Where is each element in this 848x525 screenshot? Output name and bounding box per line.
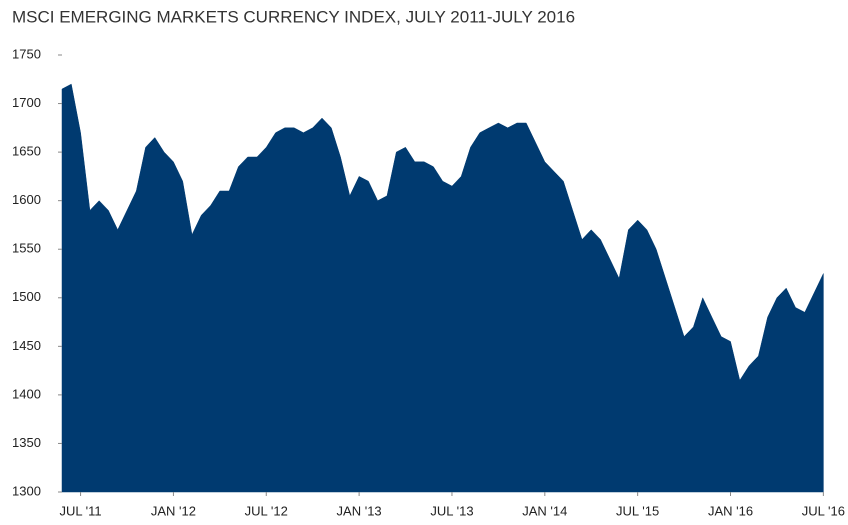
x-tick-label: JUL '13 bbox=[430, 503, 473, 518]
area bbox=[61, 83, 824, 493]
x-tick-label: JAN '13 bbox=[337, 503, 382, 518]
y-tick-label: 1400 bbox=[12, 386, 41, 401]
y-tick-label: 1650 bbox=[12, 144, 41, 159]
x-tick-label: JUL '16 bbox=[802, 503, 845, 518]
x-tick-label: JUL '11 bbox=[59, 503, 101, 518]
y-tick-label: 1750 bbox=[12, 46, 41, 61]
x-tick-label: JAN '16 bbox=[708, 503, 753, 518]
x-tick-label: JUL '12 bbox=[245, 503, 288, 518]
y-tick-label: 1700 bbox=[12, 95, 41, 110]
x-tick-label: JAN '12 bbox=[151, 503, 196, 518]
x-tick-label: JAN '14 bbox=[522, 503, 567, 518]
y-tick-label: 1550 bbox=[12, 241, 41, 256]
chart-title: MSCI EMERGING MARKETS CURRENCY INDEX, JU… bbox=[12, 7, 575, 26]
y-tick-label: 1500 bbox=[12, 289, 41, 304]
y-tick-label: 1300 bbox=[12, 483, 41, 498]
y-tick-label: 1350 bbox=[12, 435, 41, 450]
y-tick-label: 1450 bbox=[12, 338, 41, 353]
x-tick-label: JUL '15 bbox=[616, 503, 659, 518]
y-tick-label: 1600 bbox=[12, 192, 41, 207]
